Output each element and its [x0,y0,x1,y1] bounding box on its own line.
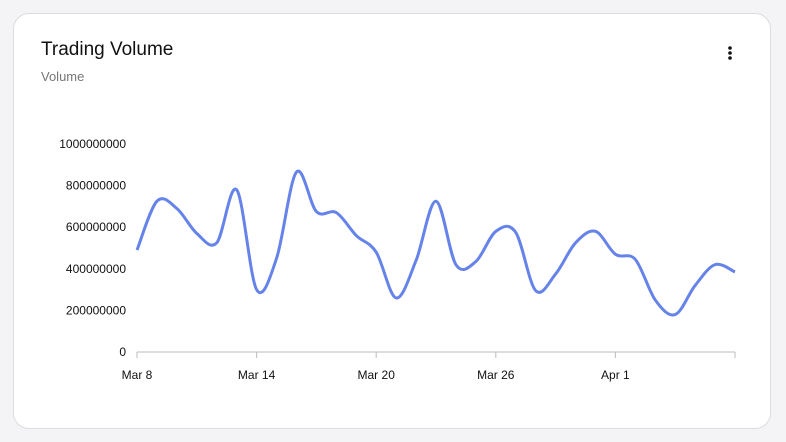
y-tick-label: 1000000000 [59,137,126,151]
y-tick-label: 600000000 [66,220,126,234]
x-tick-label: Mar 26 [477,368,515,382]
x-tick-label: Apr 1 [601,368,630,382]
y-tick-label: 200000000 [66,303,126,317]
y-tick-label: 800000000 [66,179,126,193]
x-tick-label: Mar 20 [358,368,396,382]
card-title: Trading Volume [41,39,174,60]
y-tick-label: 400000000 [66,262,126,276]
y-tick-label: 0 [119,345,126,359]
card-subtitle: Volume [41,69,85,84]
card: Trading Volume Volume [13,13,771,429]
x-tick-label: Mar 8 [122,368,153,382]
series-line [135,169,736,317]
x-tick-label: Mar 14 [238,368,276,382]
more-menu[interactable] [726,45,734,61]
